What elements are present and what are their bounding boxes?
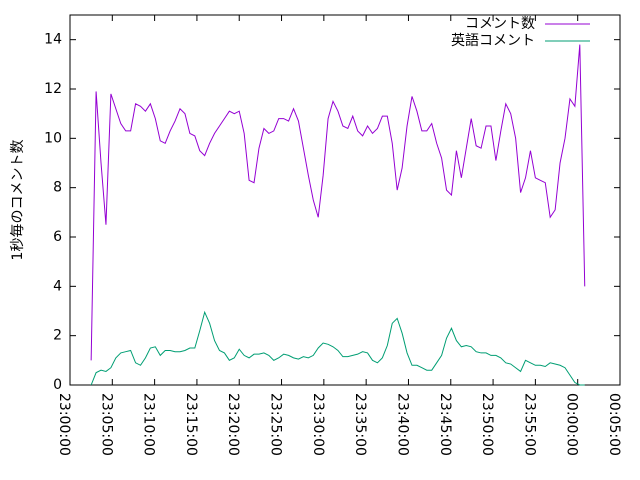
x-tick-label: 23:20:00	[225, 393, 241, 456]
x-tick-label: 23:05:00	[98, 393, 114, 456]
x-tick-label: 23:40:00	[394, 393, 410, 456]
y-tick-label: 14	[44, 32, 62, 48]
x-tick-label: 23:45:00	[437, 393, 453, 456]
x-tick-label: 23:00:00	[56, 393, 72, 456]
x-tick-label: 23:30:00	[310, 393, 326, 456]
x-tick-label: 00:00:00	[564, 393, 580, 456]
y-tick-label: 6	[53, 229, 62, 245]
y-tick-label: 0	[53, 377, 62, 393]
legend-label: 英語コメント	[451, 32, 535, 49]
x-tick-label: 23:50:00	[479, 393, 495, 456]
x-tick-label: 23:55:00	[521, 393, 537, 456]
series-line	[90, 310, 585, 386]
series-line	[90, 44, 586, 361]
x-tick-label: 23:10:00	[141, 393, 157, 456]
x-tick-label: 23:35:00	[352, 393, 368, 456]
y-tick-label: 10	[44, 130, 62, 146]
y-axis-label: 1秒毎のコメント数	[10, 140, 26, 261]
legend-label: コメント数	[465, 16, 535, 32]
y-tick-label: 12	[44, 81, 62, 97]
x-tick-label: 23:25:00	[268, 393, 284, 456]
y-tick-label: 2	[53, 328, 62, 344]
y-tick-label: 8	[53, 180, 62, 196]
plot-border	[69, 14, 621, 386]
x-tick-label: 23:15:00	[183, 393, 199, 456]
x-tick-label: 00:05:00	[606, 393, 622, 456]
y-tick-label: 4	[53, 278, 62, 294]
